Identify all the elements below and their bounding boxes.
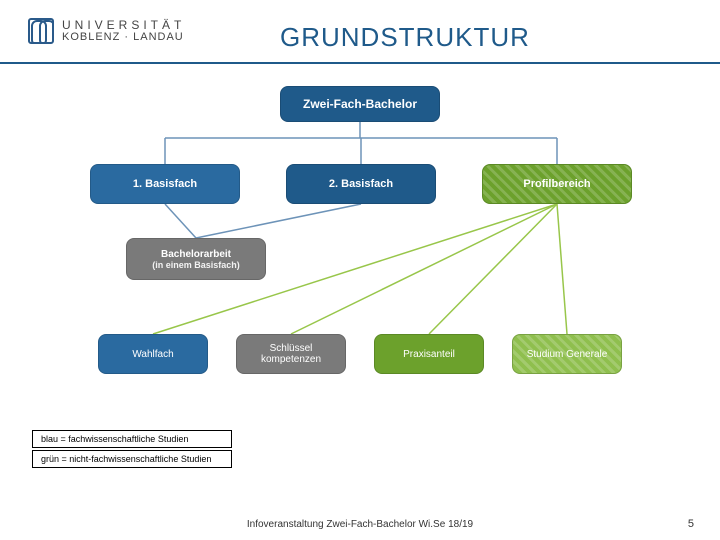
node-label: Schlüssel kompetenzen	[245, 343, 337, 365]
node-fach1: 1. Basisfach	[90, 164, 240, 204]
node-root: Zwei-Fach-Bachelor	[280, 86, 440, 122]
legend-row-blue: blau = fachwissenschaftliche Studien	[32, 430, 232, 448]
node-label: 1. Basisfach	[133, 178, 197, 190]
logo-cities: KOBLENZ · LANDAU	[62, 32, 185, 44]
node-schluessel: Schlüssel kompetenzen	[236, 334, 346, 374]
node-ba: Bachelorarbeit(in einem Basisfach)	[126, 238, 266, 280]
node-label: Wahlfach	[132, 349, 173, 360]
node-praxis: Praxisanteil	[374, 334, 484, 374]
node-label: Studium Generale	[527, 349, 608, 360]
node-label: Bachelorarbeit	[161, 249, 231, 260]
legend: blau = fachwissenschaftliche Studien grü…	[32, 430, 232, 470]
page-title: GRUNDSTRUKTUR	[280, 22, 530, 53]
logo-mark-icon	[28, 18, 54, 44]
node-label: Praxisanteil	[403, 349, 455, 360]
logo-uni: UNIVERSITÄT	[62, 19, 185, 32]
node-sublabel: (in einem Basisfach)	[152, 260, 240, 270]
node-label: Zwei-Fach-Bachelor	[303, 97, 417, 111]
logo-text: UNIVERSITÄT KOBLENZ · LANDAU	[62, 19, 185, 43]
node-profil: Profilbereich	[482, 164, 632, 204]
legend-row-green: grün = nicht-fachwissenschaftliche Studi…	[32, 450, 232, 468]
node-generale: Studium Generale	[512, 334, 622, 374]
node-wahl: Wahlfach	[98, 334, 208, 374]
node-label: Profilbereich	[523, 178, 590, 190]
node-fach2: 2. Basisfach	[286, 164, 436, 204]
node-label: 2. Basisfach	[329, 178, 393, 190]
connectors	[0, 78, 720, 458]
diagram: Zwei-Fach-Bachelor 1. Basisfach 2. Basisfa…	[0, 78, 720, 458]
header: UNIVERSITÄT KOBLENZ · LANDAU GRUNDSTRUKT…	[0, 0, 720, 64]
logo: UNIVERSITÄT KOBLENZ · LANDAU	[28, 18, 185, 44]
page-number: 5	[688, 518, 694, 530]
footer-text: Infoveranstaltung Zwei-Fach-Bachelor Wi.…	[0, 519, 720, 530]
